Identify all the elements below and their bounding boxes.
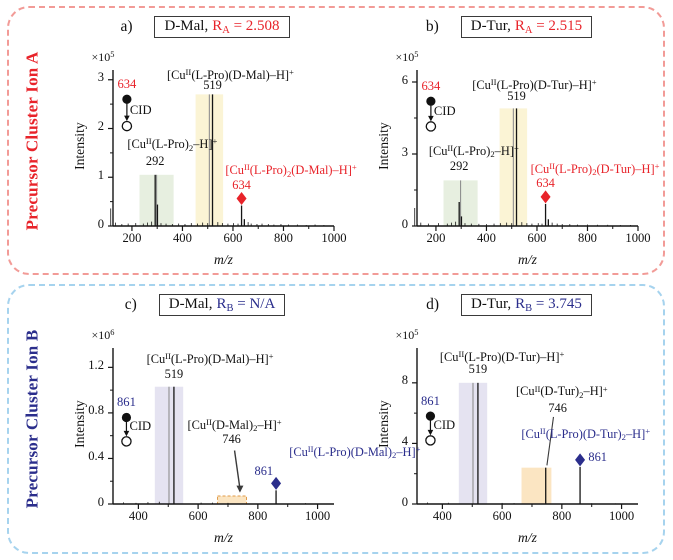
panel-c-analyte: D-Mal, <box>168 296 213 312</box>
panel-a-letter: a) <box>120 18 133 35</box>
panel-d-ratio: RB = 3.745 <box>515 296 582 315</box>
panel-c: c) D-Mal, RB = N/A 400 600 800 1000 0 0.4 0.8 1.… <box>53 286 421 552</box>
section-a-panels: a) D-Mal, RA = 2.508 200 400 600 800 1000 0 1 2 3… <box>53 8 661 273</box>
panel-b-title-box: D-Tur, RA = 2.515 <box>460 16 593 38</box>
section-precursor-cluster-ion-b: Precursor Cluster Ion B c) D-Mal, RB = N/… <box>7 284 665 554</box>
panel-c-ratio: RB = N/A <box>216 296 276 315</box>
panel-a-analyte: D-Mal, <box>164 18 209 34</box>
panel-b-letter: b) <box>425 18 439 35</box>
section-b-side-label-text: Precursor Cluster Ion B <box>22 329 41 509</box>
section-b-panels: c) D-Mal, RB = N/A 400 600 800 1000 0 0.4 0.8 1.… <box>53 286 661 552</box>
panel-b-analyte: D-Tur, <box>470 18 511 34</box>
mass-spectrum-chart-a: 200 400 600 800 1000 0 1 2 3 ×105 Intensity m/z [CuI… <box>71 50 357 267</box>
panel-d-letter: d) <box>426 296 440 313</box>
panel-b-ratio: RA = 2.515 <box>514 18 583 37</box>
panel-c-title-box: D-Mal, RB = N/A <box>158 294 286 316</box>
panel-d-header: d) D-Tur, RB = 3.745 <box>357 292 661 318</box>
mass-spectrum-chart-d: 400 600 800 1000 0 4 8 ×105 Intensity m/z [CuII(L-… <box>375 328 651 545</box>
panel-c-letter: c) <box>124 296 137 313</box>
panel-d-analyte: D-Tur, <box>471 296 512 312</box>
mass-spectrum-chart-b: 200 400 600 800 1000 0 3 6 ×105 Intensity m/z [CuII… <box>375 50 660 267</box>
panel-a-ratio: RA = 2.508 <box>212 18 280 37</box>
section-a-side-label-text: Precursor Cluster Ion A <box>22 51 41 230</box>
panel-a: a) D-Mal, RA = 2.508 200 400 600 800 1000 0 1 2 3… <box>53 8 357 273</box>
panel-a-header: a) D-Mal, RA = 2.508 <box>53 14 357 40</box>
section-b-side-label: Precursor Cluster Ion B <box>11 286 53 552</box>
mass-spectrum-chart-c: 400 600 800 1000 0 0.4 0.8 1.2 ×106 Intensity m/z[… <box>71 328 421 545</box>
panel-b-header: b) D-Tur, RA = 2.515 <box>357 14 661 40</box>
panel-b: b) D-Tur, RA = 2.515 200 400 600 800 1000 0 3 6 ×… <box>357 8 661 273</box>
panel-c-header: c) D-Mal, RB = N/A <box>53 292 357 318</box>
section-precursor-cluster-ion-a: Precursor Cluster Ion A a) D-Mal, RA = 2.… <box>7 6 665 275</box>
panel-d: d) D-Tur, RB = 3.745 400 600 800 1000 0 4 8 ×105… <box>357 286 661 552</box>
panel-a-title-box: D-Mal, RA = 2.508 <box>154 16 290 38</box>
section-a-side-label: Precursor Cluster Ion A <box>11 8 53 273</box>
panel-d-title-box: D-Tur, RB = 3.745 <box>461 294 592 316</box>
